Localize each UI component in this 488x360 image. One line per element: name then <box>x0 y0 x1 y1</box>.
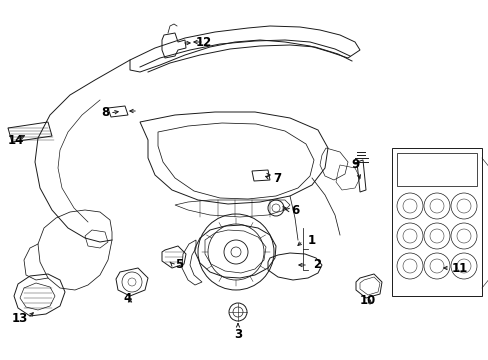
Text: 5: 5 <box>175 257 183 270</box>
Text: 7: 7 <box>272 171 281 184</box>
Text: 11: 11 <box>451 261 468 274</box>
Text: 4: 4 <box>123 292 132 305</box>
Text: 3: 3 <box>233 328 242 341</box>
Text: 8: 8 <box>101 107 109 120</box>
Text: 6: 6 <box>290 203 299 216</box>
Text: 14: 14 <box>8 134 24 147</box>
Text: 13: 13 <box>12 311 28 324</box>
Text: 9: 9 <box>350 158 358 171</box>
Text: 2: 2 <box>312 258 321 271</box>
Text: 1: 1 <box>307 234 315 248</box>
Text: 12: 12 <box>196 36 212 49</box>
Text: 10: 10 <box>359 293 375 306</box>
